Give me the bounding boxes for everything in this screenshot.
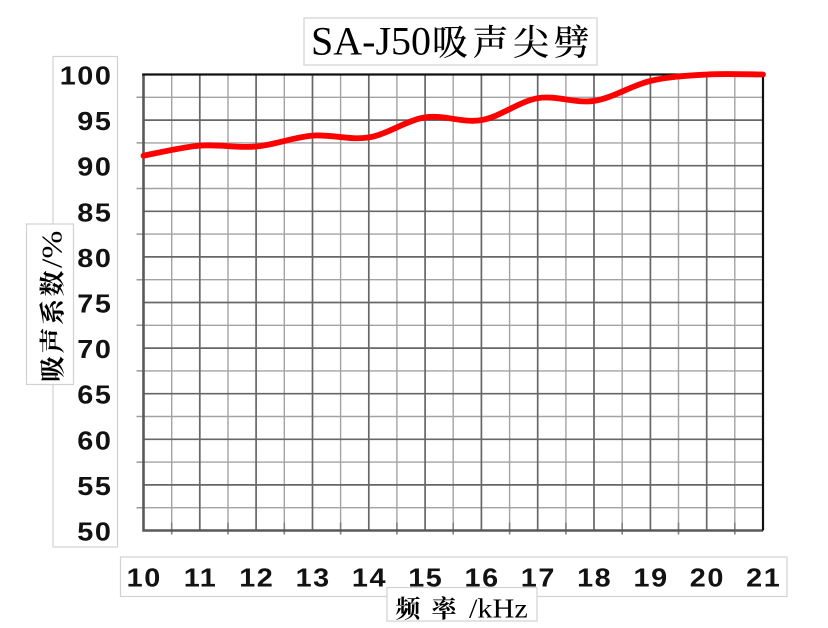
svg-text:95: 95: [77, 107, 112, 136]
svg-text:55: 55: [77, 471, 112, 500]
svg-text:13: 13: [296, 563, 331, 592]
svg-text:14: 14: [352, 563, 387, 592]
svg-text:19: 19: [634, 563, 669, 592]
svg-text:10: 10: [127, 563, 162, 592]
svg-text:/kHz: /kHz: [469, 594, 528, 623]
svg-text:85: 85: [77, 198, 112, 227]
svg-text:11: 11: [184, 563, 218, 592]
svg-text:90: 90: [77, 152, 112, 181]
svg-text:20: 20: [690, 563, 725, 592]
svg-text:18: 18: [577, 563, 612, 592]
svg-text:/%: /%: [36, 231, 68, 268]
svg-text:80: 80: [77, 243, 112, 272]
svg-text:12: 12: [239, 563, 274, 592]
svg-text:60: 60: [77, 426, 112, 455]
svg-text:70: 70: [77, 335, 112, 364]
svg-text:SA-J50: SA-J50: [311, 19, 431, 64]
svg-text:65: 65: [77, 380, 112, 409]
svg-text:50: 50: [77, 517, 112, 546]
svg-text:21: 21: [746, 563, 781, 592]
svg-text:75: 75: [77, 289, 112, 318]
svg-text:100: 100: [60, 61, 113, 90]
